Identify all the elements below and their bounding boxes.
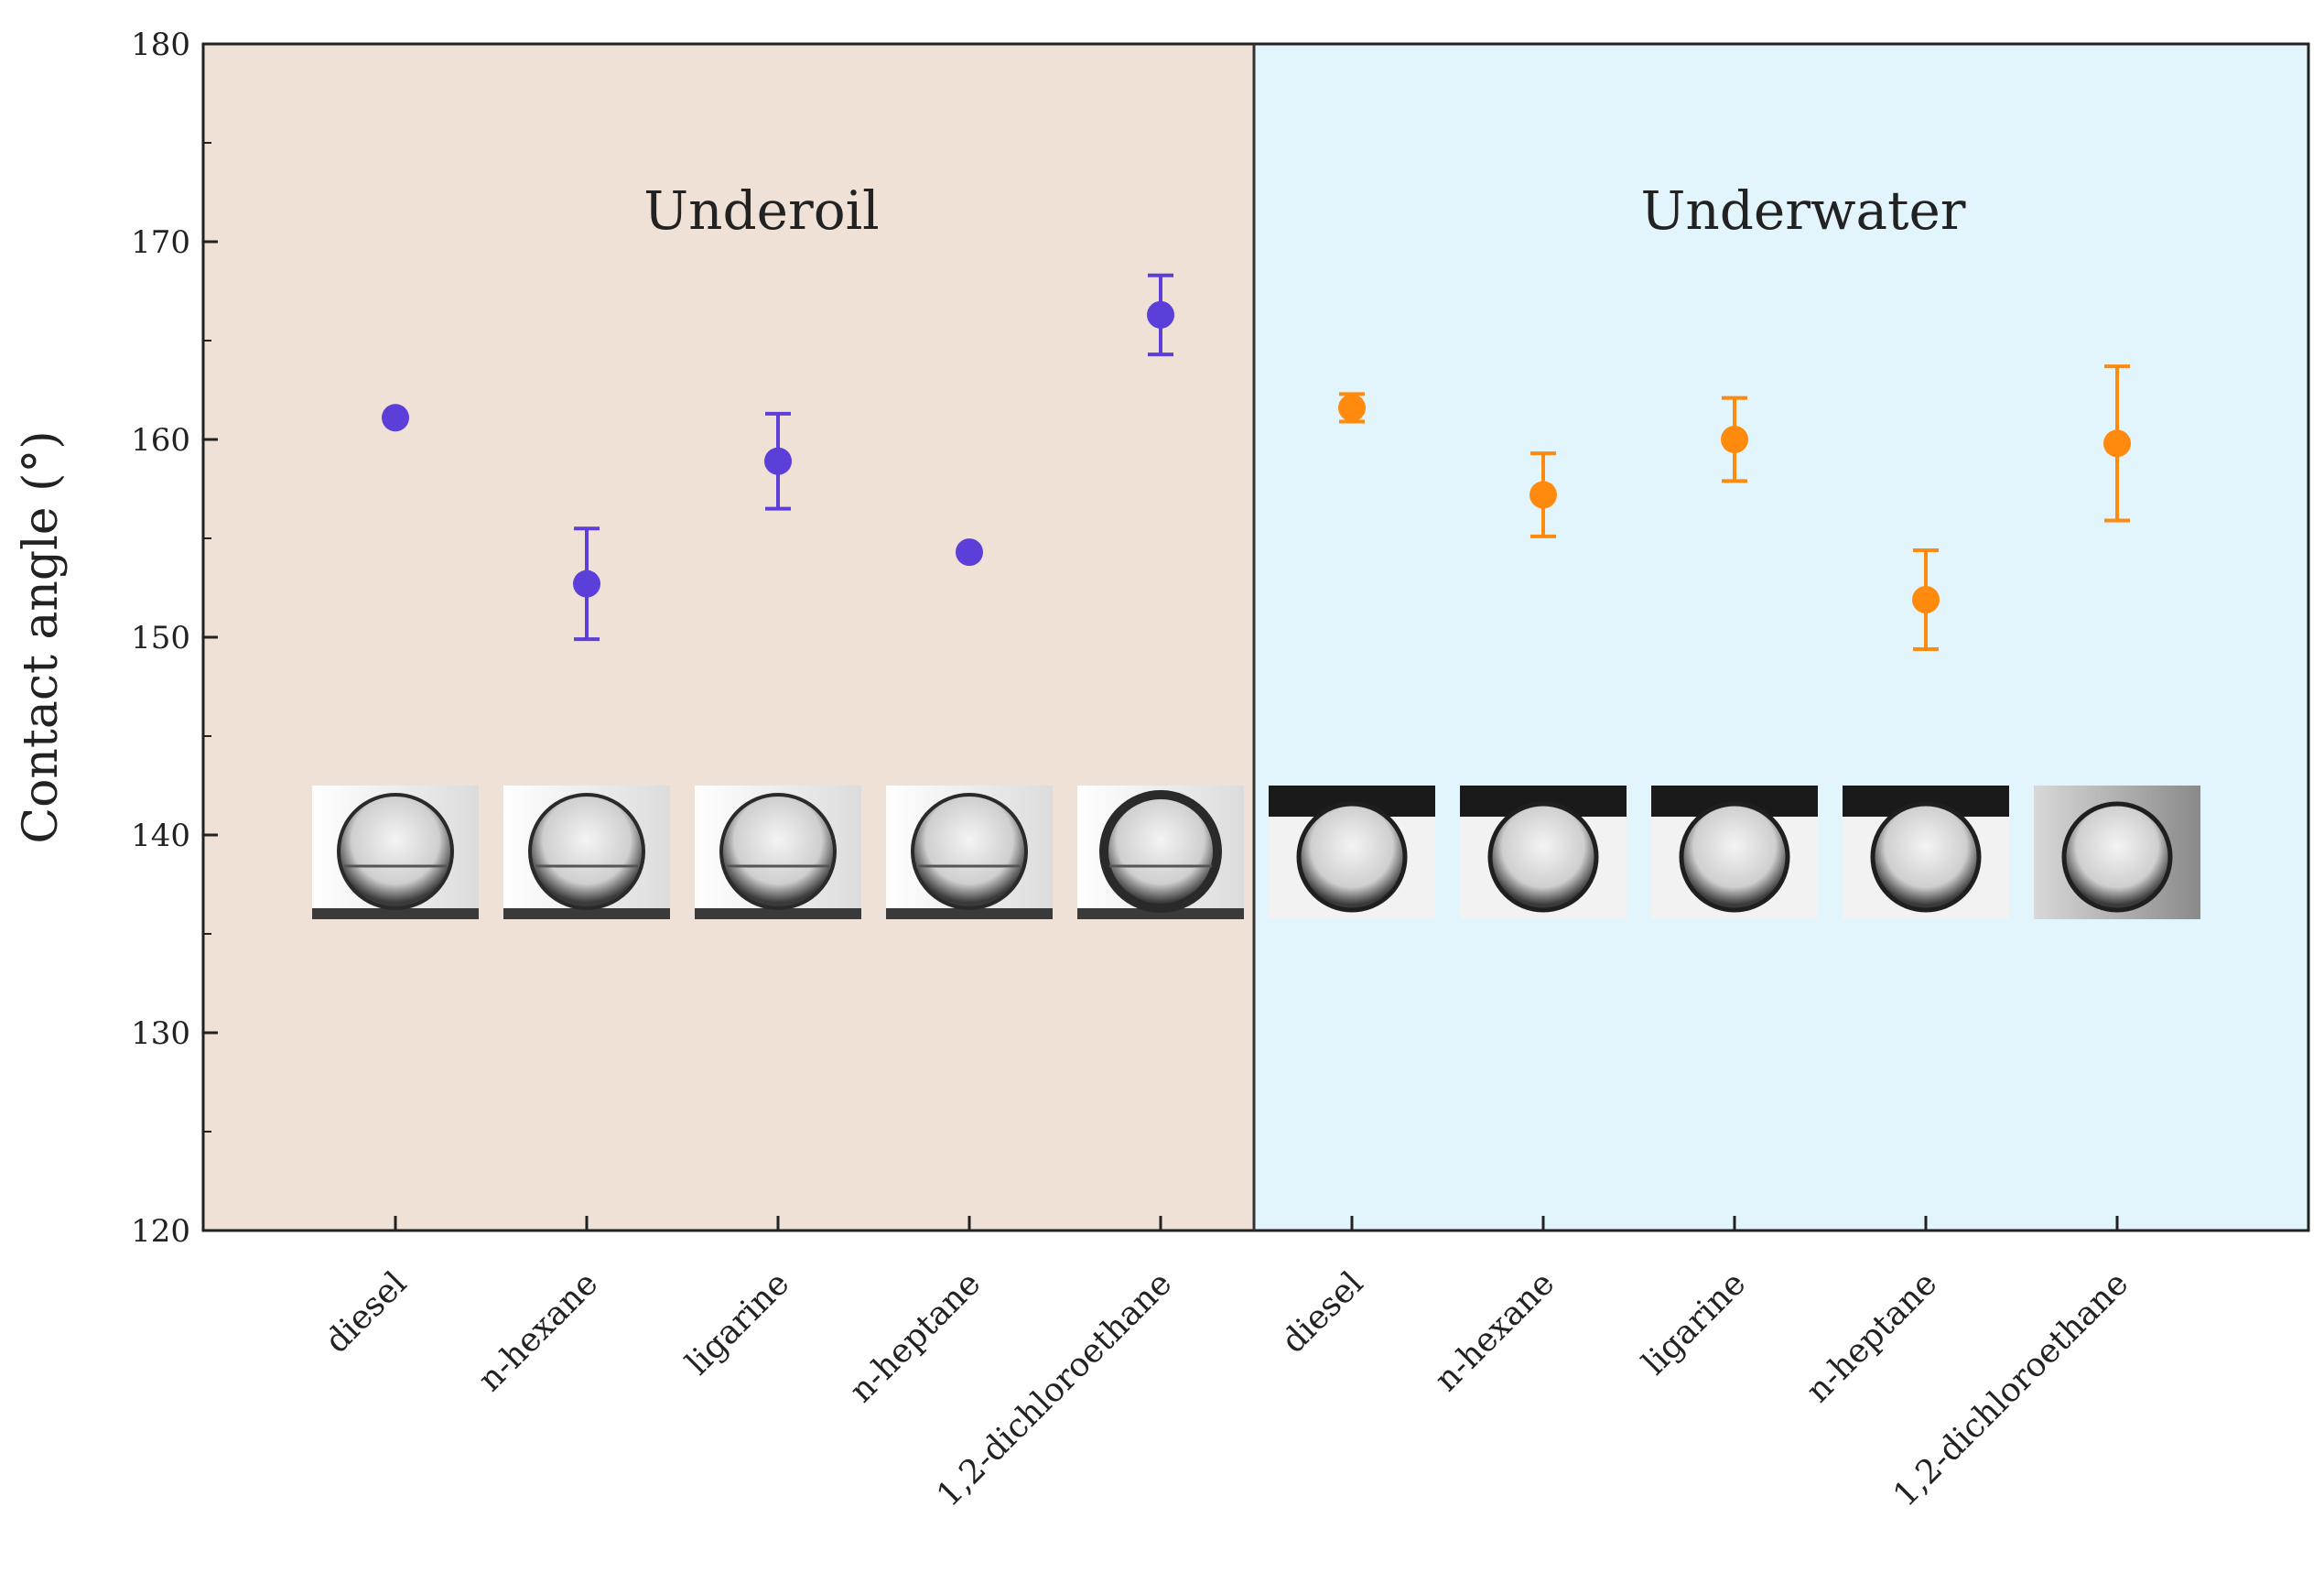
panel-title-underwater: Underwater <box>1641 179 1966 242</box>
y-tick-label: 160 <box>131 422 190 459</box>
y-tick-label: 140 <box>131 818 190 854</box>
droplet-image <box>886 786 1053 919</box>
y-tick-label: 130 <box>131 1015 190 1052</box>
data-marks <box>382 273 2131 651</box>
data-point <box>382 404 409 432</box>
droplet-image <box>2034 786 2200 919</box>
droplet-image <box>1460 786 1627 919</box>
droplet-images <box>312 786 2200 919</box>
droplet-image <box>1269 786 1435 919</box>
y-tick-label: 170 <box>131 224 190 261</box>
droplet-image <box>1651 786 1818 919</box>
data-point <box>1721 426 1748 453</box>
droplet-image <box>695 786 861 919</box>
y-axis-title: Contact angle (°) <box>14 430 69 843</box>
y-tick-label: 150 <box>131 620 190 656</box>
x-category-label: ligarine <box>1636 1264 1754 1382</box>
data-point <box>1912 585 1940 613</box>
droplet-image <box>1077 786 1244 919</box>
droplet-image <box>312 786 479 919</box>
x-category-label: n-hexane <box>471 1264 605 1398</box>
data-point <box>764 447 792 475</box>
data-point <box>1147 300 1174 329</box>
underoil-panel-background <box>203 44 1254 1230</box>
underwater-panel-background <box>1254 44 2308 1230</box>
y-tick-label: 180 <box>131 27 190 63</box>
x-category-label: n-heptane <box>1800 1264 1945 1410</box>
x-axis-ticks: diesel n-hexane ligarine n-heptane1,2-dichl… <box>319 1216 2135 1514</box>
data-point <box>573 569 600 598</box>
x-category-label: n-hexane <box>1428 1264 1562 1398</box>
data-point <box>956 538 983 567</box>
x-category-label: diesel <box>1275 1264 1371 1361</box>
droplet-image <box>1843 786 2009 919</box>
data-point <box>1338 394 1366 422</box>
data-point <box>1530 481 1557 509</box>
y-tick-label: 120 <box>131 1213 190 1250</box>
panel-title-underoil: Underoil <box>643 179 879 242</box>
data-point <box>2103 429 2131 458</box>
x-category-label: diesel <box>319 1264 415 1361</box>
y-axis-ticks: 120 130 140 150 160 170 180 <box>131 27 218 1250</box>
x-category-label: ligarine <box>679 1264 797 1382</box>
droplet-image <box>503 786 670 919</box>
x-category-label: n-heptane <box>843 1264 989 1410</box>
